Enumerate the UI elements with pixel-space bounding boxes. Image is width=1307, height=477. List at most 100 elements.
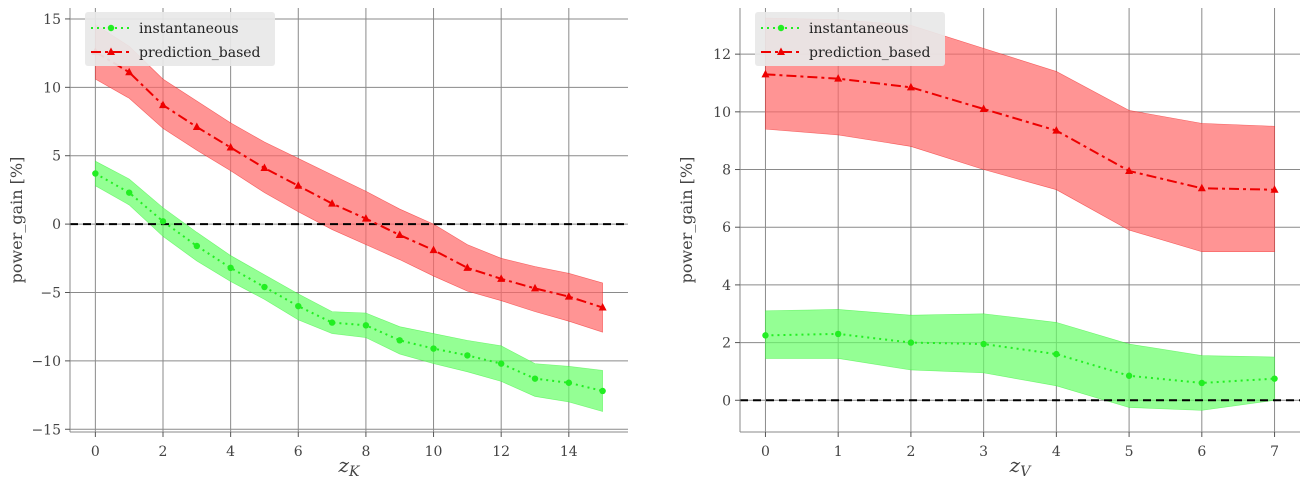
- legend-box: [755, 12, 945, 66]
- data-point: [497, 360, 505, 367]
- data-point: [564, 292, 573, 300]
- data-point: [261, 283, 268, 291]
- x-tick-label: 10: [425, 444, 443, 460]
- x-tick-label: 4: [1052, 444, 1061, 460]
- x-axis-label-subscript: K: [348, 464, 361, 477]
- data-point: [979, 104, 988, 112]
- data-point: [1197, 183, 1206, 192]
- data-point: [295, 302, 302, 310]
- data-point: [531, 283, 539, 292]
- confidence-band-prediction-based: [765, 17, 1275, 253]
- data-point: [834, 330, 842, 338]
- y-axis-label: power_gain [%]: [7, 157, 26, 284]
- data-point: [396, 337, 403, 344]
- x-tick-label: 5: [1125, 444, 1134, 460]
- data-point: [226, 143, 235, 151]
- legend-marker: [107, 47, 115, 55]
- legend-marker: [777, 24, 785, 32]
- data-point: [980, 340, 987, 348]
- series-line-prediction-based: [94, 50, 603, 309]
- data-point: [1198, 379, 1206, 387]
- data-point: [1125, 372, 1133, 379]
- x-tick-label: 0: [91, 444, 100, 460]
- data-point: [125, 189, 133, 196]
- legend-label: prediction_based: [139, 45, 261, 61]
- data-point: [906, 82, 915, 91]
- legend-box: [85, 12, 275, 66]
- y-tick-label: 12: [713, 47, 731, 63]
- y-axis-label: power_gain [%]: [677, 157, 696, 284]
- x-axis-label-main: z: [1009, 453, 1021, 477]
- data-point: [361, 214, 370, 222]
- x-tick-label: 6: [294, 444, 303, 460]
- data-point: [92, 170, 99, 177]
- x-tick-label: 1: [834, 444, 843, 460]
- data-point: [1052, 126, 1061, 134]
- data-point: [599, 387, 606, 395]
- data-point: [294, 181, 303, 189]
- confidence-band-instantaneous: [95, 160, 603, 412]
- x-tick-label: 3: [979, 444, 988, 460]
- data-point: [362, 322, 370, 329]
- data-point: [193, 242, 201, 250]
- x-axis-label: zK: [337, 453, 361, 477]
- legend-label: instantaneous: [139, 21, 239, 37]
- data-point: [907, 339, 915, 346]
- data-point: [260, 163, 269, 172]
- x-axis-label-main: z: [337, 453, 349, 477]
- x-tick-label: 0: [761, 444, 770, 460]
- data-point: [463, 263, 472, 271]
- data-point: [565, 379, 573, 386]
- data-point: [395, 230, 404, 239]
- data-point: [497, 274, 506, 282]
- y-tick-label: −5: [40, 285, 61, 301]
- y-tick-label: 0: [52, 217, 61, 233]
- data-point: [1053, 350, 1060, 358]
- legend-label: instantaneous: [809, 21, 909, 37]
- y-tick-label: 6: [722, 220, 731, 236]
- data-point: [1270, 185, 1279, 193]
- x-tick-label: 4: [226, 444, 235, 460]
- y-tick-label: −15: [31, 422, 61, 438]
- series-line-instantaneous: [94, 172, 603, 392]
- series-line-prediction-based: [765, 73, 1275, 191]
- data-point: [1271, 375, 1278, 382]
- y-tick-label: 15: [43, 12, 61, 28]
- data-point: [159, 100, 167, 109]
- series-line-instantaneous: [765, 332, 1275, 384]
- data-point: [227, 264, 234, 272]
- confidence-band-prediction-based: [95, 23, 603, 333]
- x-tick-label: 8: [361, 444, 370, 460]
- x-tick-label: 7: [1270, 444, 1279, 460]
- legend-marker: [107, 24, 115, 32]
- y-tick-label: 10: [43, 80, 61, 96]
- y-tick-label: 5: [52, 149, 61, 165]
- y-tick-label: 2: [722, 336, 731, 352]
- y-tick-label: 4: [722, 278, 731, 294]
- data-point: [464, 352, 471, 359]
- data-point: [328, 319, 336, 326]
- data-point: [430, 345, 437, 352]
- data-point: [1125, 166, 1134, 174]
- legend-marker: [777, 47, 785, 55]
- data-point: [429, 245, 438, 254]
- y-tick-label: 8: [722, 163, 731, 179]
- data-point: [531, 375, 539, 382]
- x-tick-label: 12: [492, 444, 510, 460]
- data-point: [834, 74, 843, 82]
- x-tick-label: 2: [159, 444, 168, 460]
- y-tick-label: 0: [722, 393, 731, 409]
- x-axis-label: zV: [1009, 453, 1033, 477]
- data-point: [125, 67, 134, 76]
- x-tick-label: 2: [906, 444, 915, 460]
- data-point: [762, 332, 769, 339]
- data-point: [328, 199, 337, 207]
- data-point: [598, 303, 607, 311]
- legend-label: prediction_based: [809, 45, 931, 61]
- x-axis-label-subscript: V: [1020, 464, 1032, 477]
- y-tick-label: −10: [31, 354, 61, 370]
- x-tick-label: 14: [560, 444, 578, 460]
- y-tick-label: 10: [713, 105, 731, 121]
